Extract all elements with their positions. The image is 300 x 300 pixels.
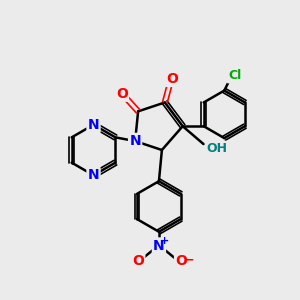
Text: N: N <box>129 134 141 148</box>
Text: −: − <box>183 254 194 266</box>
Text: O: O <box>175 254 187 268</box>
Text: Cl: Cl <box>228 69 241 82</box>
Text: OH: OH <box>206 142 227 155</box>
Text: O: O <box>132 254 144 268</box>
Text: N: N <box>88 118 99 132</box>
Text: +: + <box>160 236 170 246</box>
Text: N: N <box>153 239 165 253</box>
Text: N: N <box>88 168 99 182</box>
Text: O: O <box>116 86 128 100</box>
Text: O: O <box>167 72 178 86</box>
